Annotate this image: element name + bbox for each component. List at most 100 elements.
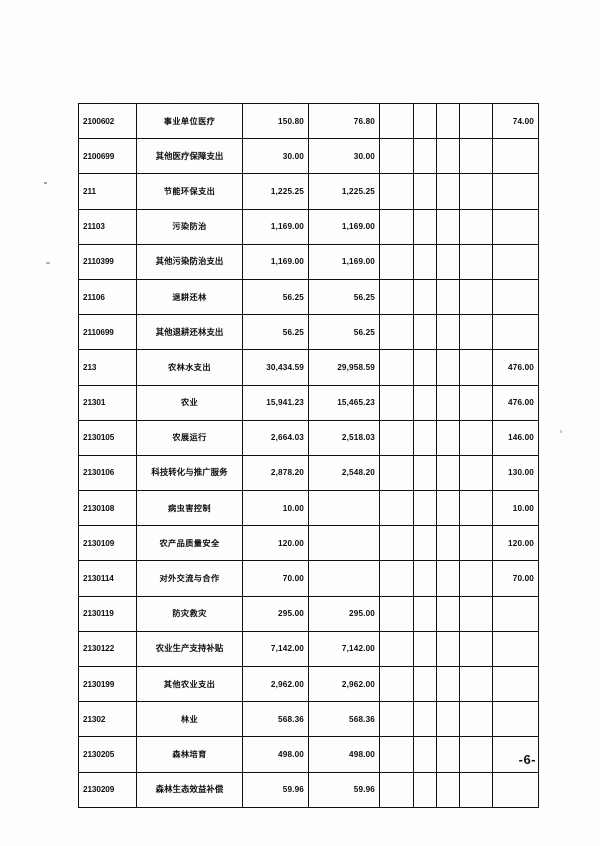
cell-amount-secondary: 7,142.00	[308, 630, 380, 668]
cell-empty-4	[459, 102, 493, 140]
cell-empty-1	[379, 243, 414, 280]
cell-code: 211	[78, 173, 137, 210]
cell-amount-other: 120.00	[492, 525, 539, 562]
cell-empty-3	[436, 525, 460, 562]
table-row: 21302 林业 568.36 568.36	[78, 701, 539, 738]
cell-empty-3	[436, 630, 460, 668]
cell-empty-2	[413, 278, 437, 316]
scan-speck	[560, 430, 562, 433]
cell-amount-secondary	[308, 490, 380, 527]
cell-item-name: 林业	[136, 701, 243, 738]
table-row: 21103 污染防治 1,169.00 1,169.00	[78, 208, 539, 245]
cell-amount-secondary	[308, 525, 380, 562]
cell-amount-other	[492, 595, 539, 632]
cell-amount-secondary: 2,518.03	[308, 419, 380, 456]
cell-amount-secondary: 568.36	[308, 701, 380, 738]
cell-code: 2130105	[78, 419, 137, 456]
cell-code: 2130108	[78, 490, 137, 527]
cell-amount-total: 150.80	[242, 102, 309, 140]
cell-code: 21106	[78, 278, 137, 316]
table-row: 213 农林水支出 30,434.59 29,958.59 476.00	[78, 349, 539, 386]
cell-empty-2	[413, 771, 437, 808]
cell-amount-total: 1,225.25	[242, 173, 309, 210]
cell-amount-secondary: 15,465.23	[308, 384, 380, 421]
cell-amount-other: 476.00	[492, 349, 539, 386]
cell-amount-other	[492, 243, 539, 280]
cell-code: 21103	[78, 208, 137, 245]
cell-amount-total: 56.25	[242, 314, 309, 351]
cell-empty-4	[459, 349, 493, 386]
table-row: 2130108 病虫害控制 10.00 10.00	[78, 490, 539, 527]
cell-empty-2	[413, 138, 437, 175]
cell-item-name: 农林水支出	[136, 349, 243, 386]
table-row: 2130106 科技转化与推广服务 2,878.20 2,548.20 130.00	[78, 454, 539, 492]
cell-empty-4	[459, 384, 493, 421]
table-row: 2100602 事业单位医疗 150.80 76.80 74.00	[78, 102, 539, 140]
scan-speck	[46, 262, 50, 264]
cell-code: 2110399	[78, 243, 137, 280]
cell-amount-total: 70.00	[242, 560, 309, 597]
cell-code: 2130114	[78, 560, 137, 597]
cell-amount-secondary: 56.25	[308, 314, 380, 351]
cell-amount-other	[492, 771, 539, 808]
cell-empty-4	[459, 314, 493, 351]
cell-empty-4	[459, 630, 493, 668]
cell-code: 2130209	[78, 771, 137, 808]
cell-empty-3	[436, 278, 460, 316]
cell-amount-other: 476.00	[492, 384, 539, 421]
table-body: 2100602 事业单位医疗 150.80 76.80 74.00 2100699 其他医疗…	[78, 102, 539, 808]
cell-item-name: 节能环保支出	[136, 173, 243, 210]
cell-amount-secondary: 1,169.00	[308, 208, 380, 245]
cell-empty-1	[379, 630, 414, 668]
cell-empty-2	[413, 349, 437, 386]
cell-item-name: 森林生态效益补偿	[136, 771, 243, 808]
cell-amount-other: 130.00	[492, 454, 539, 492]
cell-empty-3	[436, 771, 460, 808]
cell-code: 2100699	[78, 138, 137, 175]
cell-empty-2	[413, 630, 437, 668]
cell-empty-3	[436, 419, 460, 456]
cell-empty-1	[379, 173, 414, 210]
cell-empty-2	[413, 560, 437, 597]
cell-empty-3	[436, 243, 460, 280]
cell-empty-3	[436, 665, 460, 703]
cell-empty-3	[436, 701, 460, 738]
cell-code: 2130106	[78, 454, 137, 492]
cell-amount-total: 30.00	[242, 138, 309, 175]
table-row: 2130209 森林生态效益补偿 59.96 59.96	[78, 771, 539, 808]
cell-amount-other	[492, 208, 539, 245]
cell-item-name: 对外交流与合作	[136, 560, 243, 597]
cell-empty-1	[379, 665, 414, 703]
table-row: 21106 退耕还林 56.25 56.25	[78, 278, 539, 316]
cell-empty-4	[459, 771, 493, 808]
table-row: 211 节能环保支出 1,225.25 1,225.25	[78, 173, 539, 210]
cell-item-name: 农业生产支持补贴	[136, 630, 243, 668]
table-row: 2130122 农业生产支持补贴 7,142.00 7,142.00	[78, 630, 539, 668]
cell-amount-total: 120.00	[242, 525, 309, 562]
cell-amount-other	[492, 630, 539, 668]
cell-empty-4	[459, 419, 493, 456]
cell-empty-4	[459, 138, 493, 175]
cell-code: 213	[78, 349, 137, 386]
budget-expenditure-table: 2100602 事业单位医疗 150.80 76.80 74.00 2100699 其他医疗…	[78, 102, 539, 808]
cell-empty-4	[459, 665, 493, 703]
cell-empty-2	[413, 701, 437, 738]
cell-empty-3	[436, 173, 460, 210]
cell-empty-1	[379, 525, 414, 562]
cell-amount-secondary: 30.00	[308, 138, 380, 175]
cell-amount-total: 1,169.00	[242, 243, 309, 280]
cell-empty-4	[459, 243, 493, 280]
cell-amount-total: 568.36	[242, 701, 309, 738]
cell-item-name: 其他农业支出	[136, 665, 243, 703]
cell-empty-4	[459, 173, 493, 210]
table-row: 2130105 农展运行 2,664.03 2,518.03 146.00	[78, 419, 539, 456]
cell-amount-secondary: 1,225.25	[308, 173, 380, 210]
page-number: -6-	[518, 752, 536, 767]
cell-empty-2	[413, 173, 437, 210]
cell-item-name: 退耕还林	[136, 278, 243, 316]
cell-item-name: 事业单位医疗	[136, 102, 243, 140]
cell-item-name: 森林培育	[136, 736, 243, 773]
cell-empty-3	[436, 208, 460, 245]
cell-empty-2	[413, 665, 437, 703]
